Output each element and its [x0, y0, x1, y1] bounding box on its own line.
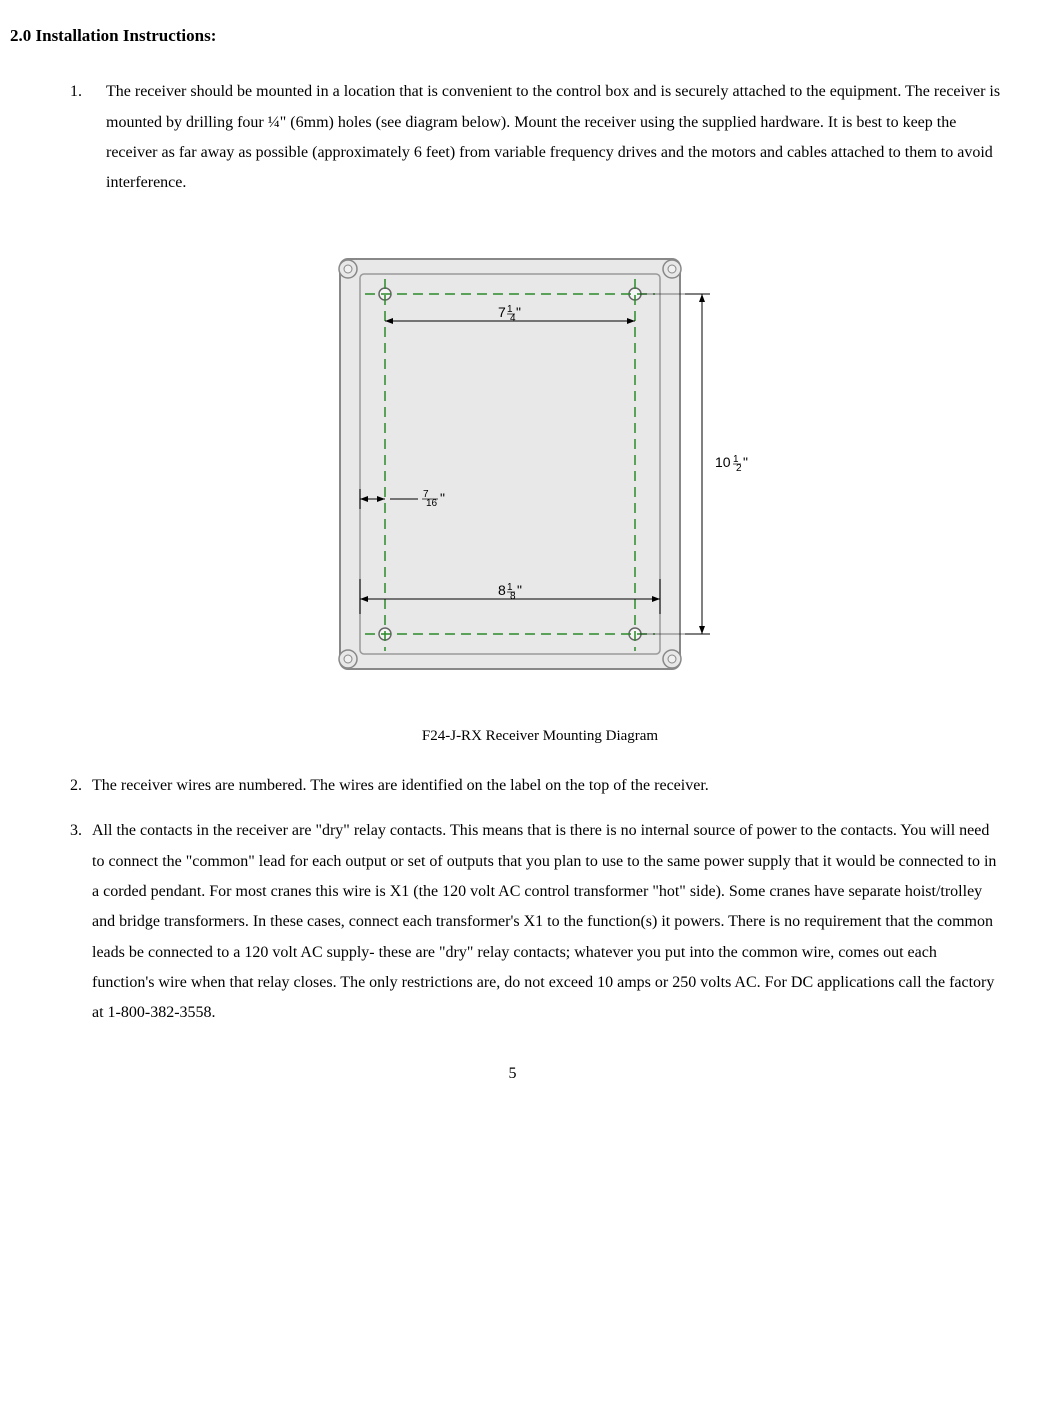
diagram-svg: 7 1 4 " 10 1 2 " 7 16 ": [290, 239, 790, 699]
list-item-3: 3.All the contacts in the receiver are "…: [70, 816, 1010, 1029]
list-text-2: The receiver wires are numbered. The wir…: [92, 771, 1002, 801]
list-number-2: 2.: [70, 771, 92, 801]
svg-text:7: 7: [498, 304, 506, 320]
svg-text:10: 10: [715, 454, 731, 470]
list-number-3: 3.: [70, 816, 92, 846]
list-number-1: 1.: [70, 77, 102, 107]
svg-text:": ": [440, 490, 445, 506]
svg-text:": ": [743, 454, 748, 470]
diagram-caption: F24-J-RX Receiver Mounting Diagram: [70, 722, 1010, 751]
list-item-2: 2.The receiver wires are numbered. The w…: [70, 771, 1010, 801]
svg-text:": ": [516, 304, 521, 320]
section-heading: 2.0 Installation Instructions:: [10, 20, 1015, 52]
svg-text:": ": [517, 582, 522, 598]
list-text-1: The receiver should be mounted in a loca…: [106, 77, 1006, 199]
svg-text:8: 8: [498, 582, 506, 598]
list-item-1: 1. The receiver should be mounted in a l…: [70, 77, 1010, 199]
svg-text:8: 8: [510, 591, 516, 602]
svg-text:2: 2: [736, 463, 742, 474]
mounting-diagram: 7 1 4 " 10 1 2 " 7 16 ": [70, 239, 1010, 751]
instruction-list: 1. The receiver should be mounted in a l…: [10, 77, 1015, 1029]
svg-text:16: 16: [426, 498, 438, 509]
list-text-3: All the contacts in the receiver are "dr…: [92, 816, 1002, 1029]
page-number: 5: [10, 1059, 1015, 1089]
